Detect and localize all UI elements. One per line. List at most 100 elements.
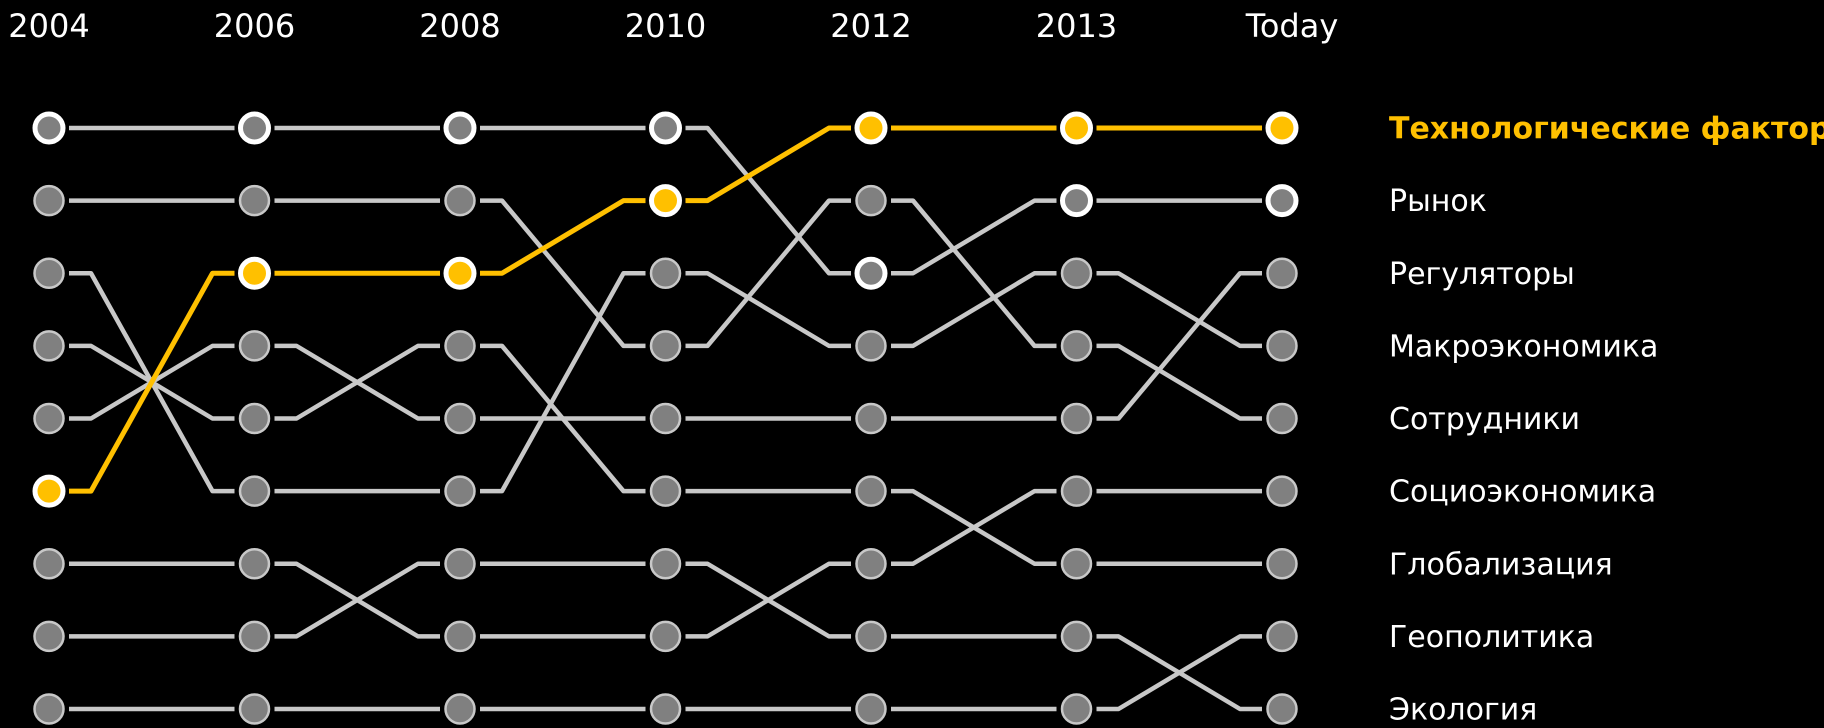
marker (444, 184, 476, 217)
marker (33, 257, 65, 289)
marker (649, 620, 682, 653)
marker (238, 184, 271, 217)
marker (238, 475, 271, 507)
series-line (69, 270, 235, 494)
lines (69, 125, 1262, 712)
marker (238, 548, 271, 580)
marker (649, 693, 682, 725)
marker (855, 184, 887, 217)
marker (649, 548, 682, 580)
marker (649, 257, 682, 289)
x-tick-label: 2004 (8, 7, 89, 45)
marker (238, 256, 271, 290)
legend-label: Рынок (1389, 184, 1487, 219)
marker (444, 620, 476, 653)
x-tick-label: 2008 (419, 7, 500, 45)
marker (1266, 475, 1298, 507)
marker (33, 620, 65, 653)
marker (1266, 693, 1298, 725)
series-line (274, 561, 440, 639)
marker (855, 402, 887, 435)
marker (444, 548, 476, 580)
marker (33, 548, 65, 580)
marker (649, 475, 682, 507)
marker (649, 111, 682, 145)
series-line (891, 271, 1057, 349)
marker (855, 330, 887, 362)
marker (1060, 693, 1093, 725)
marker (33, 330, 65, 362)
marker (1266, 402, 1298, 435)
legend-label: Социоэкономика (1389, 475, 1656, 510)
legend-label: Экология (1389, 693, 1537, 728)
marker (443, 111, 477, 145)
marker (854, 256, 888, 290)
marker (32, 111, 66, 145)
legend-label: Геополитика (1389, 620, 1594, 655)
marker (1060, 111, 1093, 145)
marker (649, 402, 682, 435)
marker (1060, 257, 1093, 289)
marker (1060, 184, 1093, 218)
marker (238, 693, 271, 725)
marker (1060, 620, 1093, 653)
marker (1265, 111, 1299, 145)
x-tick-label: 2012 (830, 7, 911, 45)
legend-label: Глобализация (1389, 547, 1613, 582)
marker (855, 693, 887, 725)
marker (855, 475, 887, 507)
series-line (274, 343, 440, 421)
x-tick-label: 2010 (625, 7, 706, 45)
series-line (480, 198, 646, 349)
x-tick-label: 2013 (1036, 7, 1117, 45)
marker (1060, 402, 1093, 435)
series-line (891, 198, 1057, 349)
marker (32, 474, 66, 508)
marker (444, 693, 476, 725)
marker (649, 184, 682, 218)
series-line (685, 198, 851, 349)
legend-label: Регуляторы (1389, 257, 1575, 292)
marker (444, 475, 476, 507)
marker (1060, 548, 1093, 580)
marker (1265, 184, 1299, 218)
marker (238, 620, 271, 653)
series-line (685, 561, 851, 639)
marker (855, 548, 887, 580)
x-tick-label: 2006 (214, 7, 295, 45)
marker (1266, 257, 1298, 289)
series-line (1096, 343, 1262, 421)
marker (33, 693, 65, 725)
x-tick-label: Today (1245, 7, 1339, 45)
series-line (685, 125, 851, 204)
marker (33, 402, 65, 435)
series-line (685, 125, 851, 276)
markers (32, 111, 1299, 725)
series-line (1096, 271, 1262, 349)
series-line (685, 271, 851, 349)
marker (1060, 475, 1093, 507)
marker (1060, 330, 1093, 362)
legend-label: Технологические факторы (1389, 112, 1824, 147)
legend-label: Сотрудники (1389, 402, 1580, 437)
series-line (891, 488, 1057, 566)
series-line (480, 271, 646, 494)
legend-label: Макроэкономика (1389, 329, 1658, 364)
marker (238, 330, 271, 362)
marker (1266, 330, 1298, 362)
marker (1266, 548, 1298, 580)
marker (238, 402, 271, 435)
marker (443, 256, 477, 290)
series-line (1096, 634, 1262, 712)
marker (1266, 620, 1298, 653)
marker (649, 330, 682, 362)
series-line (1096, 271, 1262, 421)
marker (444, 402, 476, 435)
marker (444, 330, 476, 362)
marker (238, 111, 271, 145)
marker (855, 620, 887, 653)
series-line (480, 198, 646, 276)
series-line (891, 198, 1057, 276)
marker (33, 184, 65, 217)
